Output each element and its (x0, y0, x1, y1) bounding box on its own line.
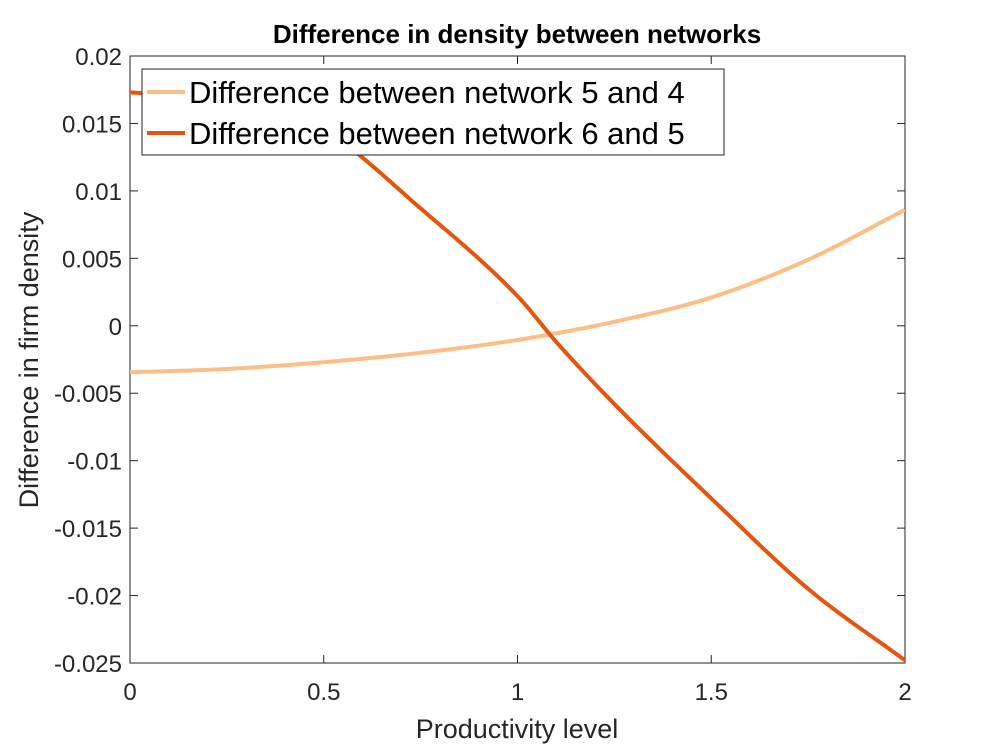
y-axis-label: Difference in firm density (14, 211, 44, 508)
legend: Difference between network 5 and 4 Differ… (141, 68, 725, 156)
y-tick-label: 0.015 (62, 111, 122, 138)
y-tick-label: -0.005 (54, 381, 122, 408)
y-tick-label: 0.01 (75, 179, 122, 206)
series-line-1 (130, 207, 905, 375)
x-tick-label: 0.5 (307, 679, 340, 706)
x-tick-label: 1 (511, 679, 524, 706)
y-tick-label: 0 (109, 314, 122, 341)
x-tick-label: 2 (898, 679, 911, 706)
y-axis: 0.02 0.015 0.01 0.005 0 -0.005 -0.01 -0.015 -0.0… (54, 44, 905, 678)
y-tick-label: -0.015 (54, 516, 122, 543)
chart-title: Difference in density between networks (273, 19, 761, 49)
x-tick-label: 0 (123, 679, 136, 706)
x-axis-label: Productivity level (416, 714, 619, 744)
legend-label-2: Difference between network 6 and 5 (189, 116, 685, 151)
x-axis: 0 0.5 1 1.5 2 (123, 56, 912, 706)
y-tick-label: 0.005 (62, 246, 122, 273)
y-tick-label: 0.02 (75, 44, 122, 71)
y-tick-label: -0.01 (67, 449, 122, 476)
y-tick-label: -0.02 (67, 584, 122, 611)
y-tick-label: -0.025 (54, 651, 122, 678)
legend-box (141, 68, 725, 156)
legend-label-1: Difference between network 5 and 4 (189, 75, 685, 110)
x-tick-label: 1.5 (695, 679, 728, 706)
